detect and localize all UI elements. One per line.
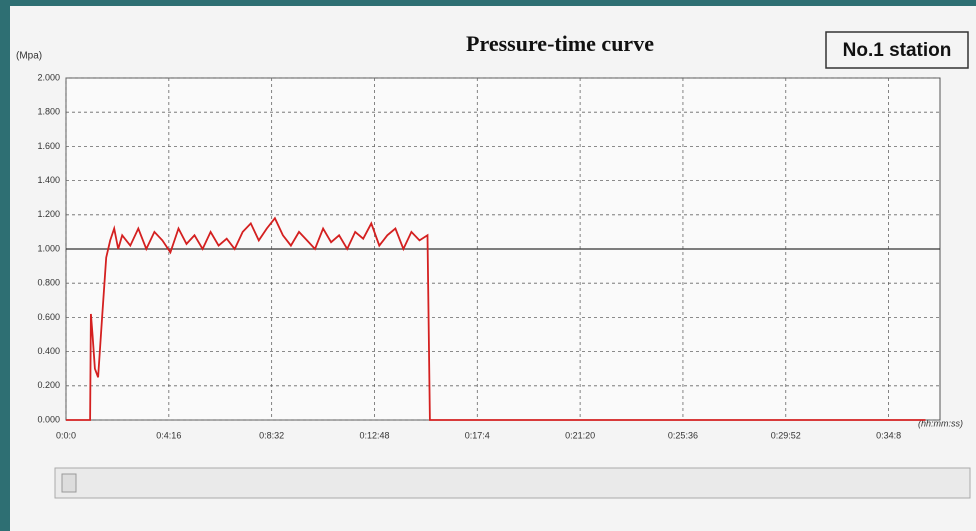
scroll-button[interactable] xyxy=(61,473,77,493)
x-tick-label: 0:4:16 xyxy=(156,430,181,440)
x-tick-label: 0:8:32 xyxy=(259,430,284,440)
x-tick-label: 0:25:36 xyxy=(668,430,698,440)
x-tick-label: 0:21:20 xyxy=(565,430,595,440)
x-tick-label: 0:0:0 xyxy=(56,430,76,440)
y-tick-label: 1.400 xyxy=(37,175,60,185)
scrollbar xyxy=(54,467,971,499)
x-tick-label: 0:12:48 xyxy=(359,430,389,440)
y-tick-label: 1.000 xyxy=(37,243,60,253)
y-tick-label: 1.800 xyxy=(37,107,60,117)
x-tick-label: 0:17:4 xyxy=(465,430,490,440)
y-tick-label: 1.200 xyxy=(37,209,60,219)
x-axis-label: (hh:mm:ss) xyxy=(918,418,963,428)
chart-title: Pressure-time curve xyxy=(466,31,654,56)
y-tick-label: 1.600 xyxy=(37,141,60,151)
y-tick-label: 0.000 xyxy=(37,414,60,424)
x-tick-label: 0:34:8 xyxy=(876,430,901,440)
x-tick-label: 0:29:52 xyxy=(771,430,801,440)
y-tick-label: 0.200 xyxy=(37,380,60,390)
pressure-line xyxy=(66,216,926,421)
y-axis-label: (Mpa) xyxy=(16,51,42,62)
y-tick-label: 0.600 xyxy=(37,312,60,322)
station-label: No.1 station xyxy=(843,40,952,61)
y-tick-label: 0.400 xyxy=(37,346,60,356)
y-tick-label: 0.800 xyxy=(37,278,60,288)
station-box xyxy=(825,31,969,69)
y-tick-label: 2.000 xyxy=(37,72,60,82)
